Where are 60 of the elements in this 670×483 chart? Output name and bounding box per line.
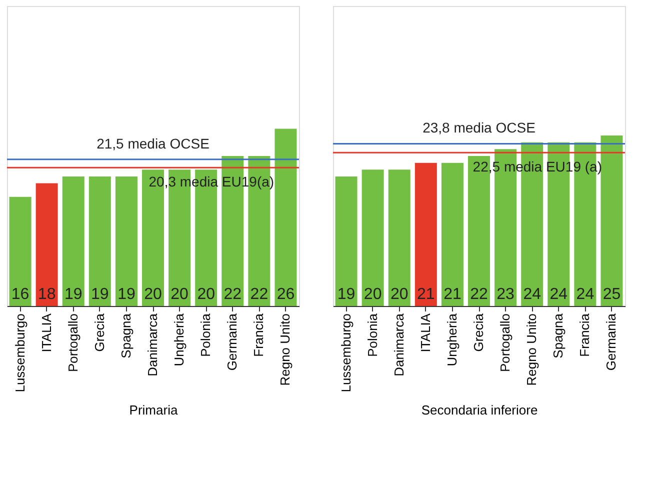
x-tick-label: Ungheria: [444, 312, 460, 366]
data-label: 24: [550, 286, 568, 303]
x-tick-label: Lussemburgo: [12, 314, 28, 392]
data-label: 22: [224, 286, 242, 303]
x-tick-label: Danimarca: [145, 312, 160, 376]
data-label: 20: [144, 286, 162, 303]
data-label: 20: [364, 286, 382, 303]
bar: [335, 176, 358, 306]
x-tick-label: Portogallo: [65, 314, 80, 372]
bar: [9, 196, 32, 306]
bar: [274, 128, 297, 306]
bar: [362, 170, 384, 306]
x-tick-label: Francia: [577, 312, 592, 357]
data-label: 19: [91, 286, 109, 303]
bar: [36, 183, 58, 306]
x-tick-label: Spagna: [550, 312, 566, 358]
data-label: 16: [11, 286, 30, 303]
bar: [414, 162, 437, 306]
data-label: 19: [118, 286, 136, 303]
data-label: 24: [576, 286, 594, 303]
x-tick-label: Danimarca: [391, 312, 406, 376]
x-axis-title: Secondaria inferiore: [421, 402, 538, 418]
bar: [62, 176, 84, 306]
data-label: 20: [390, 286, 408, 303]
ref-line-label: 21,5 media OCSE: [96, 135, 210, 152]
x-tick-label: Grecia: [471, 312, 486, 352]
x-tick-label: Polonia: [364, 312, 380, 357]
bar: [441, 162, 464, 306]
bar: [600, 136, 623, 306]
x-tick-label: Polonia: [198, 312, 214, 357]
x-axis-title: Primaria: [129, 402, 178, 418]
x-tick-label: Germania: [224, 312, 240, 371]
data-label: 23: [496, 286, 515, 303]
x-tick-label: Portogallo: [498, 314, 513, 372]
data-label: 24: [523, 286, 542, 303]
data-label: 20: [170, 286, 189, 303]
data-label: 25: [602, 286, 621, 303]
data-label: 19: [64, 286, 82, 303]
data-label: 22: [250, 286, 268, 303]
x-tick-label: Grecia: [92, 312, 107, 352]
bar: [388, 170, 410, 306]
x-tick-label: ITALIA: [418, 313, 433, 352]
x-tick-label: Lussemburgo: [338, 314, 354, 392]
data-label: 18: [38, 286, 56, 303]
x-tick-label: Germania: [604, 312, 619, 371]
data-label: 21: [417, 286, 435, 303]
data-label: 19: [337, 286, 356, 303]
data-label: 21: [444, 286, 462, 303]
ref-line-label: 23,8 media OCSE: [422, 120, 536, 136]
x-tick-label: Spagna: [118, 312, 134, 358]
bar: [115, 176, 138, 306]
x-tick-label: ITALIA: [38, 313, 54, 352]
bar: [88, 176, 111, 306]
data-label: 20: [197, 286, 216, 303]
x-tick-label: Francia: [251, 312, 266, 357]
x-tick-label: Regno Unito: [524, 314, 540, 386]
x-tick-label: Regno Unito: [278, 314, 293, 386]
x-tick-label: Ungheria: [172, 312, 187, 366]
data-label: 22: [470, 286, 488, 303]
data-label: 26: [276, 286, 295, 303]
